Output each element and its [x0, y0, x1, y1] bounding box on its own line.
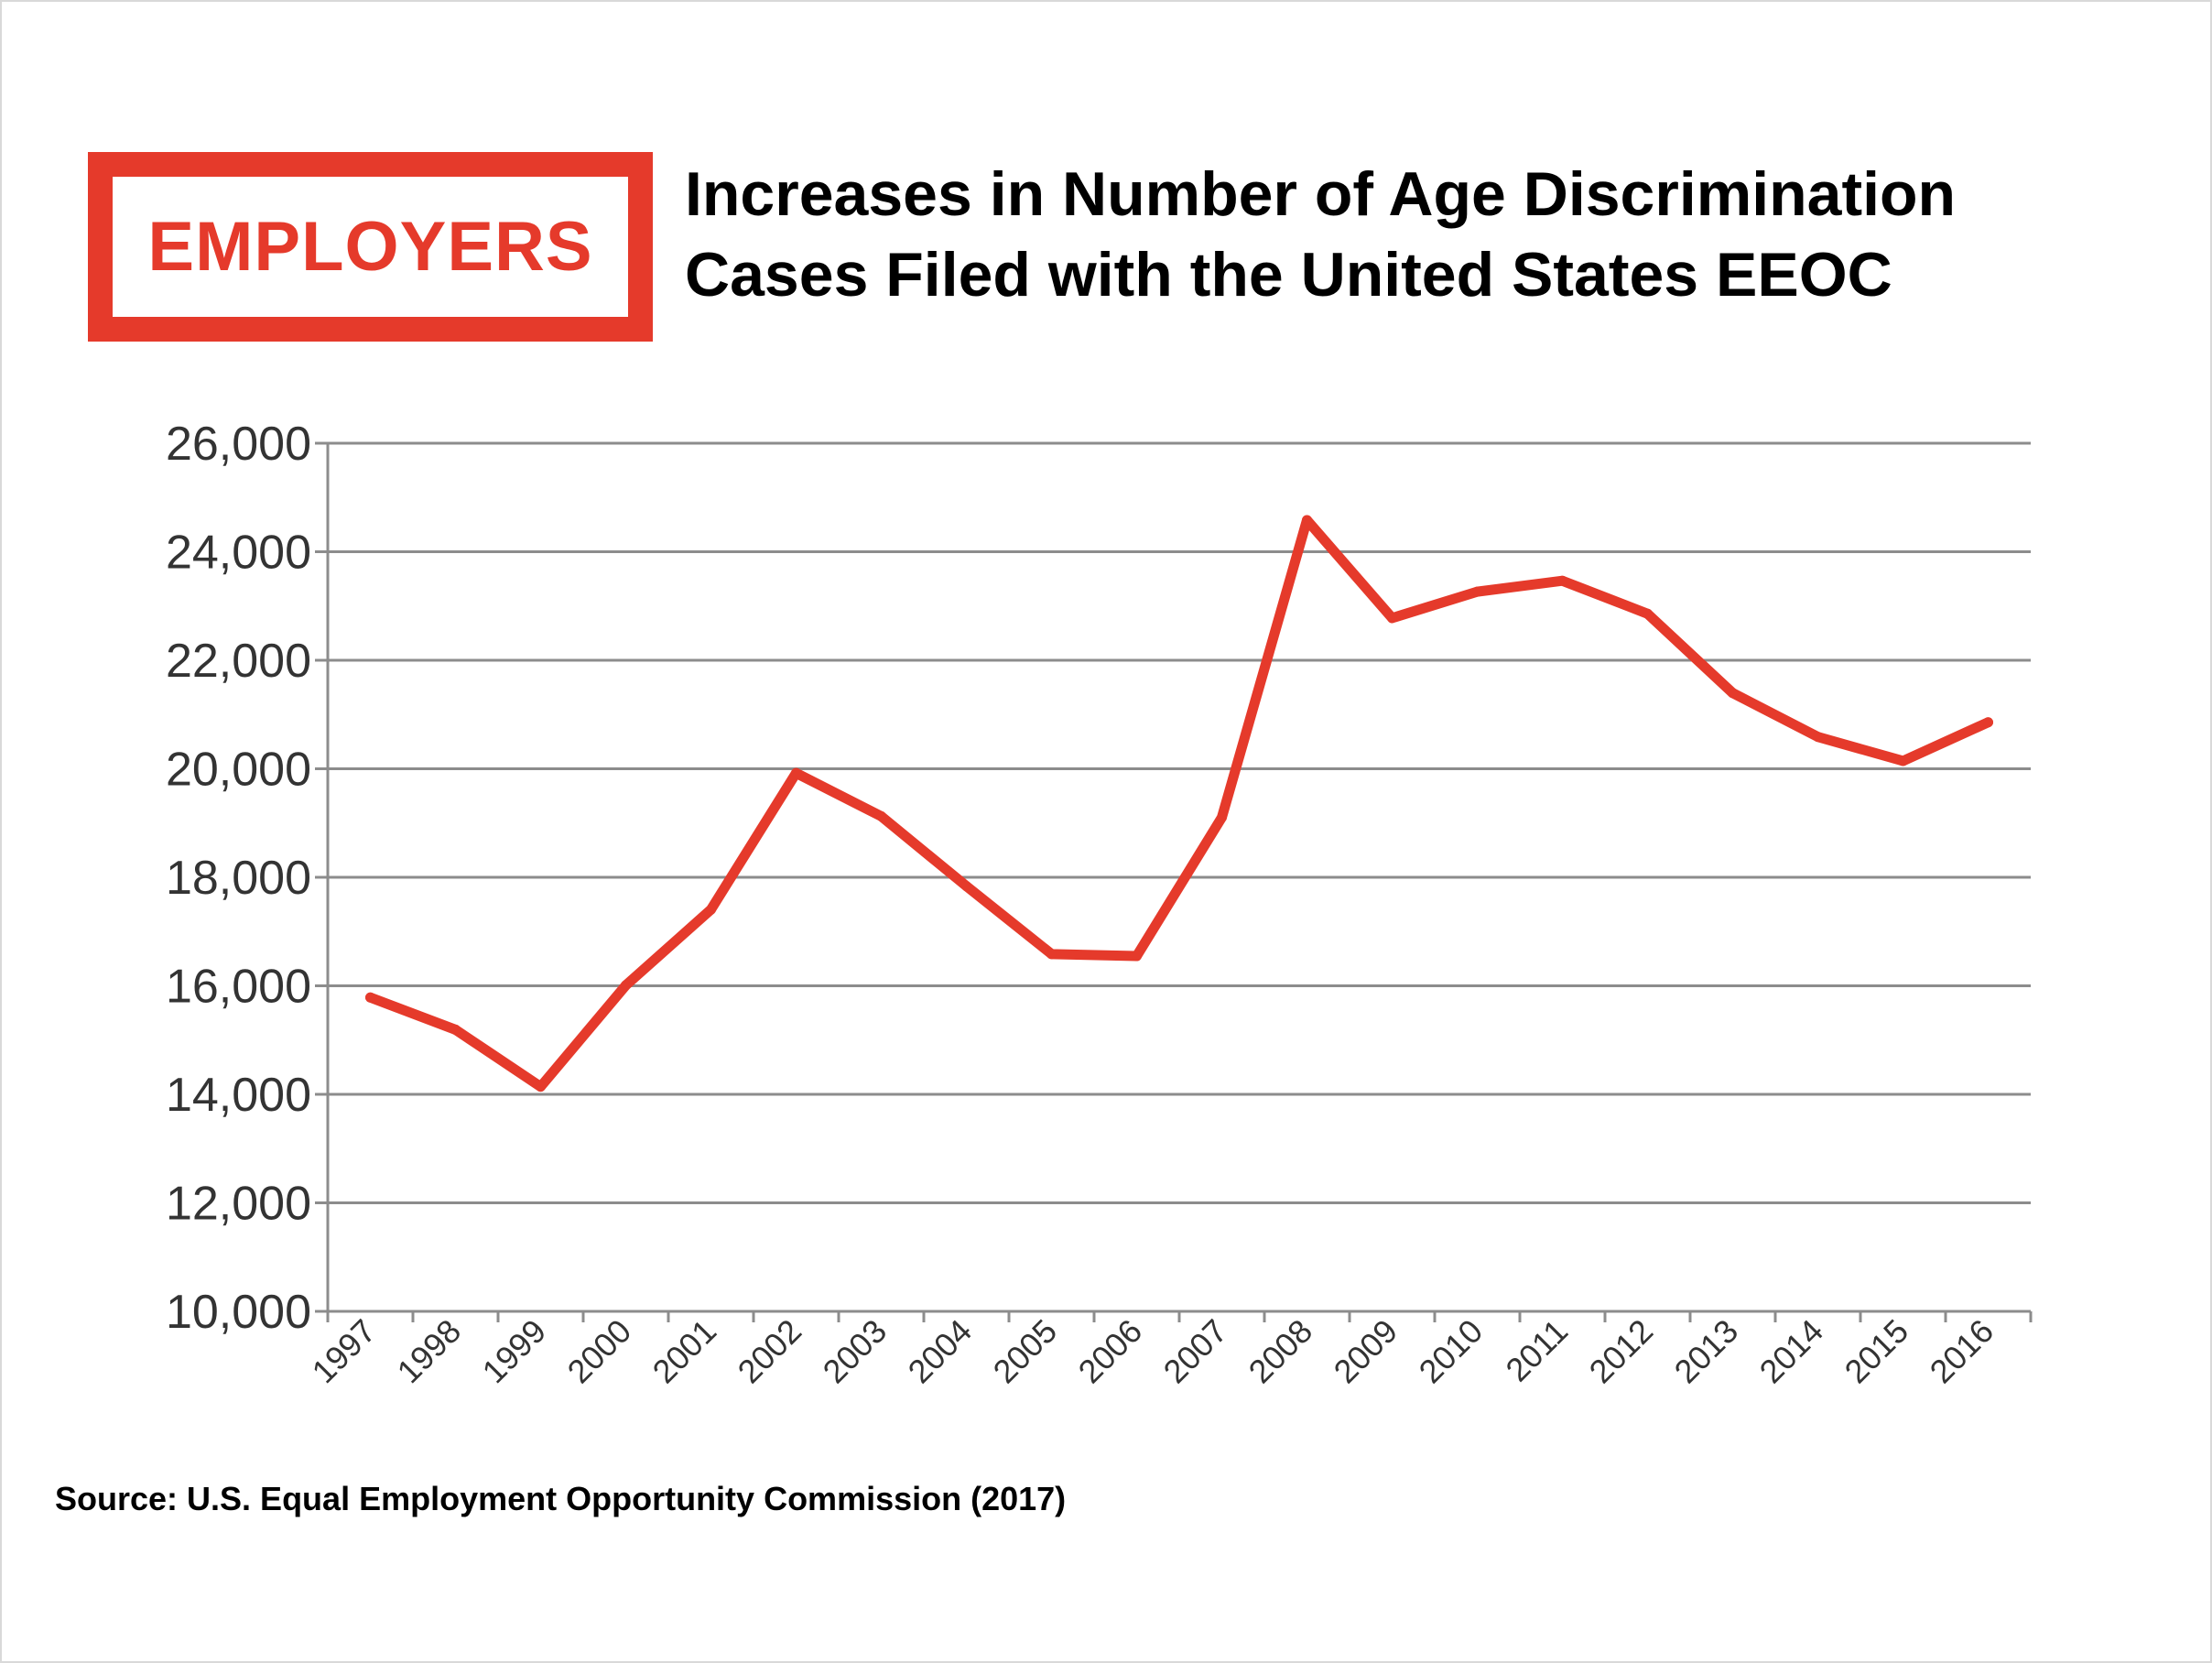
data-point: [365, 992, 375, 1003]
data-point: [1217, 812, 1227, 823]
data-point: [706, 904, 716, 915]
data-point: [1302, 515, 1312, 526]
x-tick-label: 1998: [390, 1312, 469, 1391]
x-tick-label: 2000: [560, 1312, 639, 1391]
data-point: [1813, 732, 1823, 743]
data-point: [1046, 949, 1057, 960]
x-tick-label: 2016: [1923, 1312, 2001, 1391]
data-point: [791, 767, 801, 778]
x-tick-label: 2011: [1498, 1312, 1575, 1389]
series: [365, 515, 1993, 1092]
data-point: [961, 881, 971, 892]
x-tick-label: 1997: [305, 1312, 384, 1391]
y-tick-label: 16,000: [166, 961, 311, 1014]
y-tick-label: 12,000: [166, 1178, 311, 1231]
x-tick-label: 2002: [731, 1312, 809, 1391]
x-tick-label: 2013: [1667, 1312, 1746, 1391]
data-point: [1983, 717, 1993, 728]
x-tick-label: 2001: [645, 1312, 724, 1391]
y-tick-labels: 10,000 12,000 14,000 16,000 18,000 20,000 22,0…: [166, 418, 311, 1339]
y-tick-label: 14,000: [166, 1069, 311, 1122]
x-tick-label: 2015: [1838, 1312, 1916, 1391]
x-tick-label: 2014: [1752, 1312, 1831, 1391]
chart-title: Increases in Number of Age Discriminatio…: [685, 154, 2168, 315]
y-tick-label: 22,000: [166, 635, 311, 688]
x-tick-labels: 1997 1998 1999 2000 2001 2002 2003 2004 2005 2006…: [305, 1312, 2001, 1391]
x-tick-label: 2008: [1242, 1312, 1320, 1391]
gridlines: [328, 441, 2031, 1204]
x-tick-label: 2007: [1156, 1312, 1235, 1391]
data-point: [536, 1081, 546, 1092]
x-tick-label: 1999: [475, 1312, 554, 1391]
chart-title-line-2: Cases Filed with the United States EEOC: [685, 240, 1892, 310]
data-point: [1898, 755, 1908, 766]
data-point: [621, 980, 631, 991]
data-point: [1728, 688, 1738, 699]
employers-badge: EMPLOYERS: [88, 152, 653, 342]
data-point: [876, 810, 886, 821]
y-tick-label: 20,000: [166, 744, 311, 797]
source-note: Source: U.S. Equal Employment Opportunit…: [55, 1480, 1067, 1517]
y-tick-label: 18,000: [166, 852, 311, 905]
series-line: [365, 515, 1993, 1092]
x-tick-label: 2004: [901, 1312, 980, 1391]
chart-title-line-1: Increases in Number of Age Discriminatio…: [685, 159, 1957, 229]
badge-label: EMPLOYERS: [147, 208, 593, 286]
x-tick-label: 2010: [1412, 1312, 1491, 1391]
data-point: [450, 1024, 461, 1035]
y-tick-label: 10,000: [166, 1286, 311, 1339]
x-tick-label: 2009: [1327, 1312, 1405, 1391]
axes: [315, 441, 2033, 1322]
y-tick-label: 24,000: [166, 527, 311, 580]
x-tick-label: 2005: [986, 1312, 1065, 1391]
data-point: [1132, 951, 1142, 962]
x-tick-label: 2012: [1582, 1312, 1661, 1391]
data-point: [1472, 586, 1482, 597]
y-tick-label: 26,000: [166, 418, 311, 471]
data-point: [1643, 608, 1653, 619]
data-point: [1557, 575, 1567, 586]
x-tick-label: 2003: [816, 1312, 895, 1391]
data-point: [1387, 613, 1397, 624]
x-tick-label: 2006: [1071, 1312, 1150, 1391]
